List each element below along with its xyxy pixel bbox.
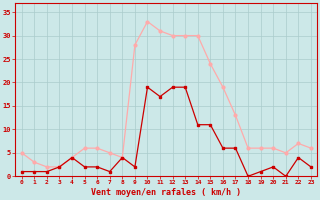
X-axis label: Vent moyen/en rafales ( km/h ): Vent moyen/en rafales ( km/h ) [91,188,241,197]
